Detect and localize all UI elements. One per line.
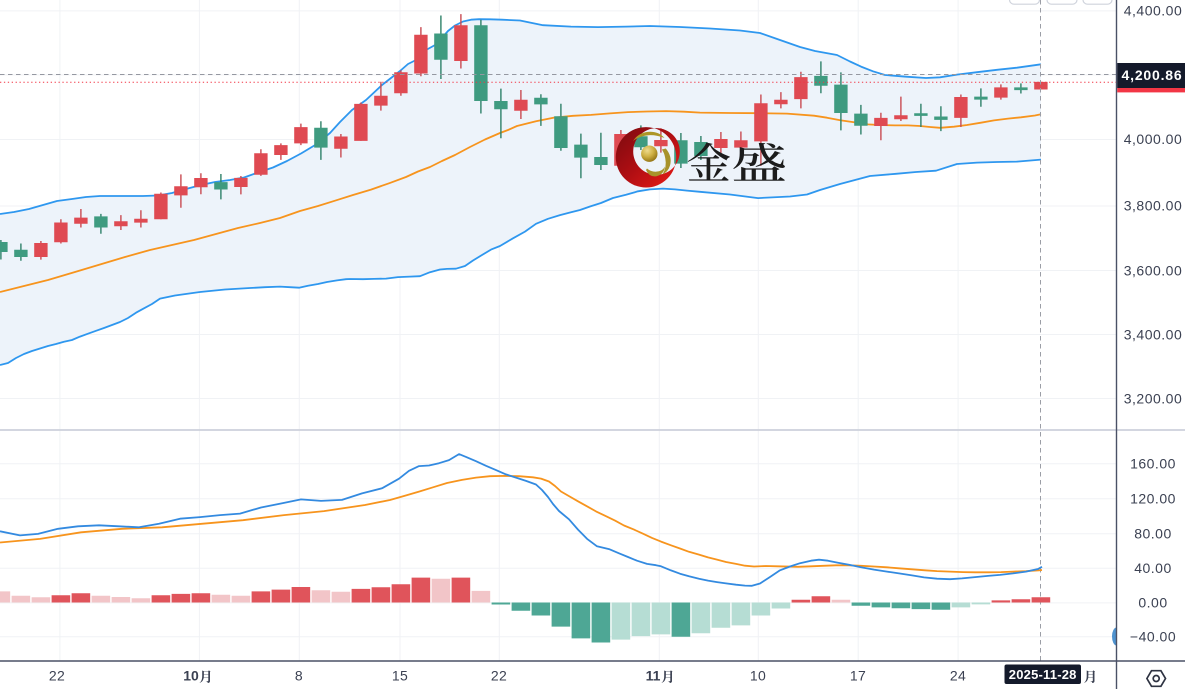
svg-text:11: 11 (646, 668, 661, 684)
svg-text:3,600.00: 3,600.00 (1124, 262, 1183, 278)
svg-text:0.00: 0.00 (1138, 594, 1167, 610)
svg-text:4,400.00: 4,400.00 (1124, 2, 1183, 18)
svg-text:10: 10 (750, 668, 766, 684)
svg-text:4,200.86: 4,200.86 (1122, 67, 1183, 83)
svg-text:120.00: 120.00 (1130, 490, 1176, 506)
svg-text:22: 22 (49, 668, 65, 684)
svg-text:24: 24 (950, 668, 966, 684)
svg-text:15: 15 (392, 668, 408, 684)
svg-text:4,000.00: 4,000.00 (1124, 131, 1183, 147)
svg-text:3,400.00: 3,400.00 (1124, 327, 1183, 343)
svg-text:40.00: 40.00 (1134, 560, 1172, 576)
svg-text:−40.00: −40.00 (1130, 628, 1176, 644)
svg-text:3,800.00: 3,800.00 (1124, 198, 1183, 214)
svg-text:80.00: 80.00 (1134, 525, 1172, 541)
svg-text:10: 10 (183, 668, 199, 684)
svg-text:22: 22 (491, 668, 507, 684)
svg-text:160.00: 160.00 (1130, 455, 1176, 471)
svg-text:17: 17 (850, 668, 866, 684)
svg-text:3,200.00: 3,200.00 (1124, 391, 1183, 407)
svg-text:2025-11-28: 2025-11-28 (1009, 667, 1077, 682)
svg-text:8: 8 (295, 668, 303, 684)
